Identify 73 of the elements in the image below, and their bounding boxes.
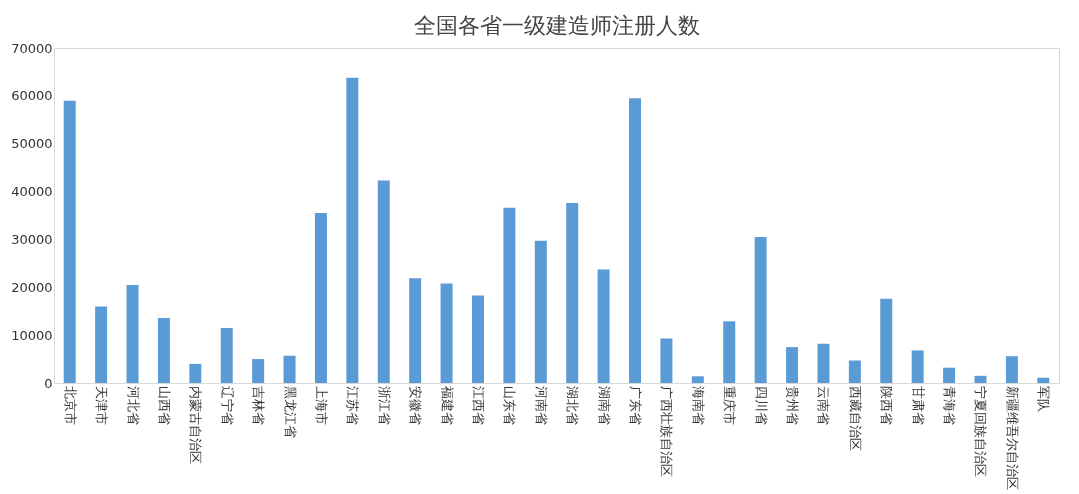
bar <box>409 278 422 383</box>
bar <box>440 283 453 383</box>
bar <box>848 360 861 383</box>
x-tick-label: 新疆维吾尔自治区 <box>1004 385 1020 490</box>
bar <box>566 203 579 383</box>
y-tick-label: 70000 <box>11 40 53 56</box>
x-tick-label: 湖北省 <box>565 385 581 425</box>
x-tick-label: 山西省 <box>156 385 172 425</box>
x-tick-label: 广西壮族自治区 <box>659 385 675 477</box>
x-tick-label: 内蒙古自治区 <box>188 385 204 464</box>
x-tick-label: 河北省 <box>125 385 141 425</box>
x-tick-label: 海南省 <box>690 385 706 425</box>
x-tick-label: 西藏自治区 <box>847 385 863 451</box>
x-tick-label: 军队 <box>1036 385 1052 412</box>
x-tick-label: 江苏省 <box>345 385 361 425</box>
x-tick-label: 辽宁省 <box>219 385 235 425</box>
bar <box>754 237 767 383</box>
x-tick-label: 浙江省 <box>376 385 392 425</box>
bar <box>723 321 736 383</box>
x-tick-label: 宁夏回族自治区 <box>973 385 989 477</box>
bar <box>377 180 390 383</box>
bar <box>1005 356 1018 383</box>
bar <box>629 98 642 383</box>
x-tick-label: 青海省 <box>942 385 958 425</box>
bar <box>817 343 830 383</box>
bar <box>471 295 484 383</box>
y-tick-label: 10000 <box>11 327 53 343</box>
y-tick-label: 50000 <box>11 136 53 152</box>
bar <box>597 269 610 383</box>
bar <box>503 207 516 383</box>
bar <box>126 284 139 383</box>
x-tick-label: 黑龙江省 <box>282 385 298 438</box>
y-tick-label: 60000 <box>11 88 53 104</box>
x-tick-label: 陕西省 <box>879 385 895 425</box>
bar <box>974 375 987 383</box>
bar <box>63 100 76 383</box>
x-tick-label: 湖南省 <box>596 385 612 425</box>
x-tick-label: 云南省 <box>816 385 832 425</box>
bar <box>786 347 799 383</box>
bar <box>314 213 327 383</box>
x-tick-label: 江西省 <box>470 385 486 425</box>
x-tick-label: 山东省 <box>502 385 518 425</box>
bar <box>943 367 956 383</box>
bar <box>220 327 233 383</box>
x-tick-label: 重庆市 <box>722 385 738 425</box>
x-tick-label: 广东省 <box>628 385 644 425</box>
bar <box>157 317 170 383</box>
bar <box>346 77 359 383</box>
x-tick-label: 福建省 <box>439 385 455 425</box>
x-tick-label: 天津市 <box>94 385 110 425</box>
y-tick-label: 40000 <box>11 184 53 200</box>
x-tick-label: 安徽省 <box>408 385 424 425</box>
x-tick-label: 四川省 <box>753 385 769 425</box>
x-tick-label: 甘肃省 <box>910 385 926 425</box>
bar <box>252 359 265 383</box>
y-tick-label: 30000 <box>11 231 53 247</box>
x-tick-label: 上海市 <box>313 385 329 425</box>
x-tick-label: 吉林省 <box>251 385 267 425</box>
x-tick-label: 河南省 <box>533 385 549 425</box>
bar <box>283 355 296 383</box>
x-tick-label: 北京市 <box>62 385 78 425</box>
bar <box>1037 377 1050 383</box>
bar <box>189 363 202 383</box>
bar <box>534 240 547 383</box>
y-tick-label: 0 <box>44 375 53 391</box>
bar <box>911 350 924 383</box>
bar <box>95 306 108 383</box>
y-tick-label: 20000 <box>11 279 53 295</box>
chart-title: 全国各省一级建造师注册人数 <box>413 13 700 38</box>
bar <box>880 298 893 383</box>
x-tick-label: 贵州省 <box>785 385 801 425</box>
bar <box>660 338 673 383</box>
bar <box>691 376 704 383</box>
